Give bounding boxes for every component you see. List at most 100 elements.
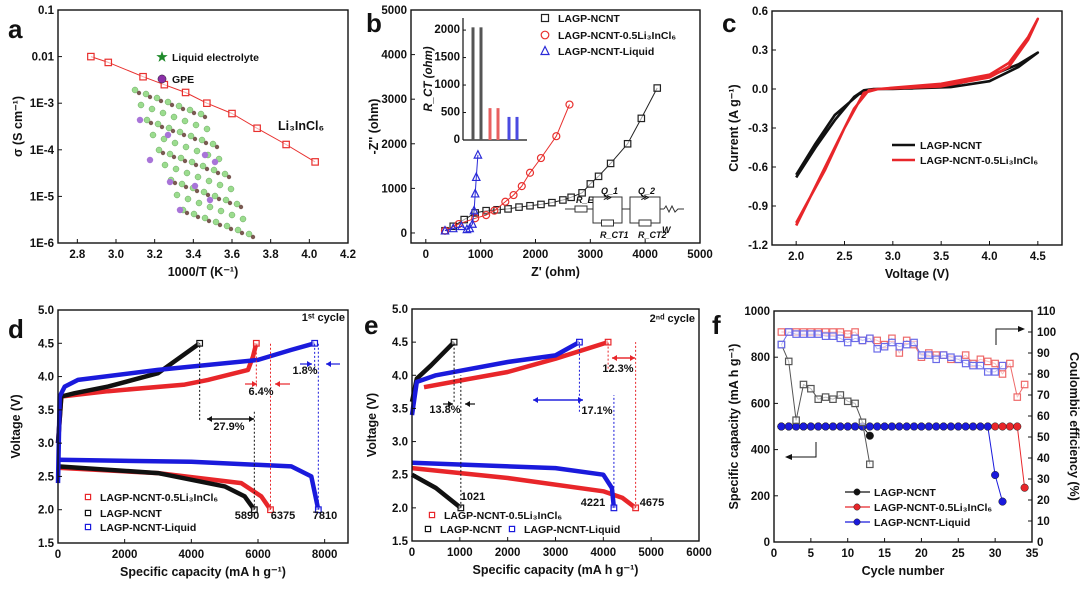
x-tick-label: 3.0 (108, 249, 124, 261)
x-tick-label: 2.0 (788, 251, 804, 263)
x-axis-label: 1000/T (K⁻¹) (168, 265, 239, 279)
annotation: 5890 (235, 510, 259, 522)
atom (177, 154, 185, 162)
data-point (807, 384, 815, 393)
arrow-head (785, 454, 792, 460)
data-point (866, 334, 874, 343)
atom (216, 181, 224, 189)
y-axis-label: Specific capacity (mA h g⁻¹) (727, 344, 741, 510)
series-lagp-ncnt-liquid-ce (777, 328, 1007, 376)
atom (195, 199, 203, 207)
atom (188, 158, 196, 166)
data-point (1006, 359, 1014, 368)
data-point (843, 338, 852, 347)
data-point (880, 342, 889, 351)
panel-letter: c (722, 8, 736, 38)
atom (214, 144, 220, 150)
inset-bar (488, 108, 492, 140)
data-point (548, 198, 556, 207)
atom (212, 218, 220, 226)
dot-icon (853, 503, 861, 511)
atom (183, 169, 191, 177)
atom (190, 210, 198, 218)
y-tick-label: 0.0 (752, 84, 768, 96)
data-point (311, 158, 319, 166)
atom (195, 214, 201, 220)
cpe-icon: ≫ (641, 193, 649, 202)
data-point (777, 422, 786, 431)
data-point (910, 338, 918, 347)
x-tick-label: 3000 (543, 547, 569, 559)
star-icon (156, 51, 168, 62)
circuit-label: Q_2 (638, 186, 655, 196)
panel-a: a 2.8 3.0 3.2 3.4 3.6 3.8 4.0 4.2 1E-6 1E-5 1E-4 1E-… (8, 5, 356, 279)
series-li-incl (87, 52, 319, 166)
atom (183, 184, 189, 190)
square-icon (424, 525, 432, 533)
data-point (1013, 393, 1022, 401)
data-point (228, 109, 236, 118)
series-lagp-ncnt (441, 84, 662, 235)
y-tick-label: 3000 (381, 94, 407, 106)
data-point (1005, 422, 1014, 431)
legend-label: GPE (172, 74, 194, 86)
atom (193, 162, 199, 168)
data-point (784, 357, 793, 366)
atom (221, 170, 229, 178)
y-tick-label: 4.0 (38, 372, 54, 384)
annotation: 13.8% (429, 404, 460, 416)
y-tick-label: -0.3 (748, 123, 768, 135)
y-tick-label: 3.0 (392, 437, 408, 449)
atom (178, 180, 186, 188)
x-tick-label: 4000 (632, 249, 658, 261)
data-point (565, 100, 574, 109)
legend-item-lagp-ncnt-liquid: LAGP-NCNT-Liquid (508, 524, 620, 536)
x-tick-label: 8000 (312, 549, 338, 561)
data-point (917, 351, 926, 359)
atom (226, 174, 232, 180)
discharge-curve (411, 465, 637, 510)
atom (181, 117, 189, 125)
arrow-head (252, 381, 257, 387)
atom (223, 222, 231, 230)
arrow-head (326, 361, 331, 367)
data-point (924, 351, 933, 359)
data-point (983, 357, 992, 366)
y2-axis-label: Coulombic efficiency (%) (1067, 352, 1080, 501)
atom (206, 218, 212, 224)
data-point (851, 399, 859, 408)
y-tick-label: 2.5 (38, 471, 55, 483)
x-tick-label: 20 (915, 548, 928, 560)
data-point (917, 422, 926, 431)
dot-icon (157, 74, 167, 84)
y2-tick-label: 60 (1037, 411, 1050, 423)
plot-area (795, 17, 1040, 227)
x-tick-label: 10 (841, 548, 854, 560)
atom (154, 120, 162, 128)
atom (148, 120, 154, 126)
atom (176, 206, 184, 214)
arrow-head (307, 361, 312, 367)
plot-area (777, 328, 1029, 506)
atom (166, 150, 174, 158)
crystal-structure-illustration (131, 86, 256, 240)
y-tick-label: 4.0 (392, 370, 408, 382)
x-tick-label: 3.6 (224, 249, 240, 261)
y2-tick-label: 0 (1037, 537, 1043, 549)
atom (217, 222, 223, 228)
legend-label: LAGP-NCNT-Liquid (100, 522, 196, 534)
annotation: 6375 (271, 510, 295, 522)
charge-curve (55, 341, 202, 444)
y2-tick-label: 10 (1037, 516, 1050, 528)
atom (210, 166, 218, 174)
atom (186, 106, 194, 114)
legend-item-lagp-ncnt-0-5li-incl: LAGP-NCNT-0.5Li₃InCl₆ (540, 30, 676, 42)
data-point (509, 190, 518, 200)
y-axis-label: Voltage (V) (9, 394, 23, 458)
legend-label: LAGP-NCNT-Liquid (874, 517, 970, 529)
data-point (462, 223, 472, 234)
circuit-label: Q_1 (601, 186, 618, 196)
data-point (777, 340, 786, 349)
legend-item-lagp-ncnt: LAGP-NCNT (84, 508, 162, 520)
square-icon (84, 493, 92, 501)
